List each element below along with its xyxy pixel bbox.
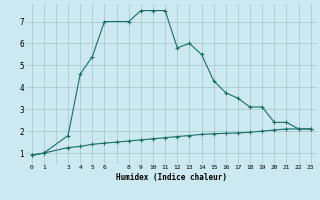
X-axis label: Humidex (Indice chaleur): Humidex (Indice chaleur) (116, 173, 227, 182)
